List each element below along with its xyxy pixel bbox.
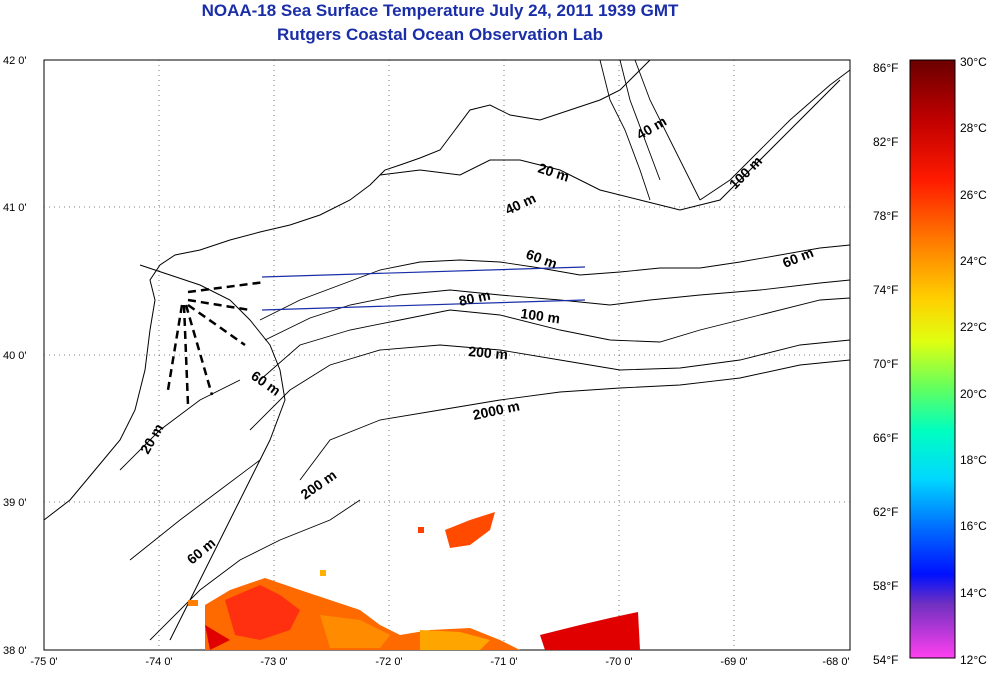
transect-lines [261, 266, 586, 311]
lon-tick: -69 0' [720, 656, 747, 668]
lat-tick: 41 0' [3, 202, 27, 214]
map-title: NOAA-18 Sea Surface Temperature July 24,… [201, 1, 679, 20]
lon-tick: -68 0' [822, 656, 849, 668]
lat-tick: 39 0' [3, 497, 27, 509]
colorbar: 86°F 82°F 78°F 74°F 70°F 66°F 62°F 58°F … [873, 55, 987, 667]
map-subtitle: Rutgers Coastal Ocean Observation Lab [277, 25, 603, 44]
svg-text:24°C: 24°C [960, 254, 987, 268]
svg-text:18°C: 18°C [960, 453, 987, 467]
svg-text:14°C: 14°C [960, 586, 987, 600]
svg-text:86°F: 86°F [873, 61, 898, 75]
lat-tick: 38 0' [3, 645, 27, 657]
sst-data [188, 512, 640, 650]
contour-label: 200 m [468, 343, 509, 362]
svg-text:26°C: 26°C [960, 188, 987, 202]
svg-text:30°C: 30°C [960, 55, 987, 69]
svg-text:70°F: 70°F [873, 357, 898, 371]
svg-text:28°C: 28°C [960, 121, 987, 135]
svg-text:62°F: 62°F [873, 505, 898, 519]
map-frame [43, 59, 851, 651]
contour-label: 100 m [520, 305, 562, 326]
colorbar-gradient [909, 59, 956, 659]
svg-text:20°C: 20°C [960, 387, 987, 401]
svg-text:54°F: 54°F [873, 653, 898, 667]
svg-text:78°F: 78°F [873, 209, 898, 223]
svg-text:12°C: 12°C [960, 653, 987, 667]
depth-contours [119, 59, 851, 641]
lon-tick: -75 0' [30, 656, 57, 668]
lon-axis: -75 0' -74 0' -73 0' -72 0' -71 0' -70 0… [30, 656, 849, 668]
lon-tick: -70 0' [605, 656, 632, 668]
contour-label: 80 m [457, 287, 492, 309]
svg-text:74°F: 74°F [873, 283, 898, 297]
lat-tick: 40 0' [3, 350, 27, 362]
colorbar-f-labels: 86°F 82°F 78°F 74°F 70°F 66°F 62°F 58°F … [873, 61, 898, 667]
lat-axis: 42 0' 41 0' 40 0' 39 0' 38 0' [3, 55, 27, 657]
coastline [43, 59, 841, 641]
svg-text:16°C: 16°C [960, 519, 987, 533]
colorbar-c-labels: 30°C 28°C 26°C 24°C 22°C 20°C 18°C 16°C … [960, 55, 987, 667]
lon-tick: -74 0' [145, 656, 172, 668]
dashed-tracks [166, 280, 266, 406]
lat-tick: 42 0' [3, 55, 27, 67]
svg-text:82°F: 82°F [873, 135, 898, 149]
svg-text:58°F: 58°F [873, 579, 898, 593]
lon-tick: -72 0' [375, 656, 402, 668]
lon-tick: -71 0' [490, 656, 517, 668]
lon-tick: -73 0' [260, 656, 287, 668]
svg-text:66°F: 66°F [873, 431, 898, 445]
svg-text:22°C: 22°C [960, 320, 987, 334]
